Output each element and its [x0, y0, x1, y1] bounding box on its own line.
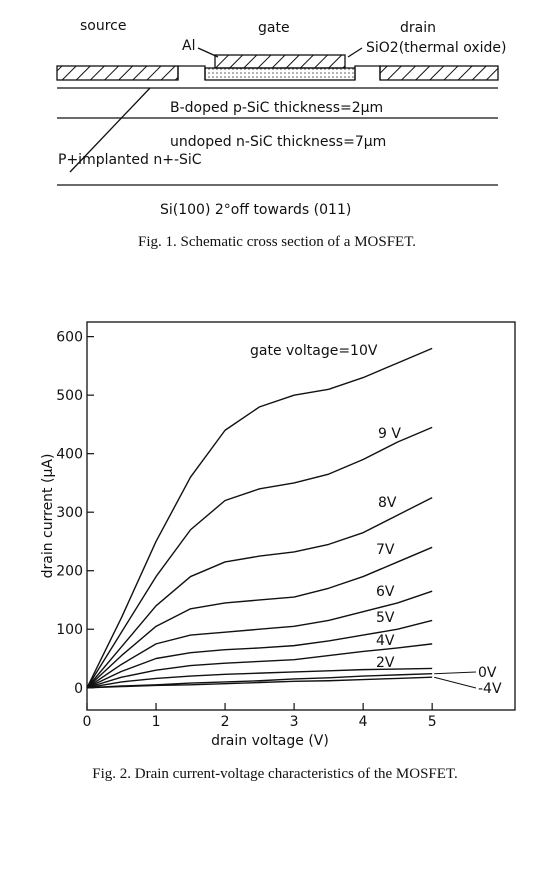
label-arrow — [434, 676, 477, 689]
y-axis-label: drain current (µA) — [40, 454, 56, 579]
y-tick-label: 300 — [56, 505, 83, 521]
curve — [86, 619, 433, 689]
plot-frame — [86, 321, 516, 711]
curve — [86, 667, 433, 689]
label: source — [80, 18, 127, 34]
series-label: -4V — [478, 681, 502, 697]
x-tick-label: 5 — [428, 714, 437, 730]
y-tick-label: 400 — [56, 447, 83, 463]
caption: Fig. 2. Drain current-voltage characteri… — [92, 766, 457, 782]
label: drain — [400, 20, 436, 36]
series-label: 2V — [376, 655, 395, 671]
label: SiO2(thermal oxide) — [366, 40, 506, 56]
label: P+implanted n+-SiC — [58, 152, 202, 168]
series-label: 9 V — [378, 426, 401, 442]
series-label: 7V — [376, 542, 395, 558]
x-tick-label: 1 — [152, 714, 161, 730]
x-tick-label: 4 — [359, 714, 368, 730]
curve — [86, 590, 433, 689]
y-tick-label: 0 — [74, 681, 83, 697]
curve — [86, 546, 433, 689]
label: gate — [258, 20, 290, 36]
label: Si(100) 2°off towards (011) — [160, 202, 351, 218]
y-tick-label: 600 — [56, 330, 83, 346]
cross-section — [56, 47, 499, 186]
x-tick-label: 2 — [221, 714, 230, 730]
label: undoped n-SiC thickness=7µm — [170, 134, 386, 150]
caption: Fig. 1. Schematic cross section of a MOS… — [138, 234, 416, 250]
y-tick-label: 500 — [56, 388, 83, 404]
curve — [86, 347, 433, 689]
series-label: 5V — [376, 610, 395, 626]
label: B-doped p-SiC thickness=2µm — [170, 100, 383, 116]
curve — [86, 426, 433, 689]
series-label: gate voltage=10V — [250, 343, 378, 359]
series-label: 4V — [376, 633, 395, 649]
y-tick-label: 200 — [56, 564, 83, 580]
series-label: 6V — [376, 584, 395, 600]
curve — [86, 496, 433, 689]
label: Al — [182, 38, 195, 54]
x-tick-label: 3 — [290, 714, 299, 730]
x-tick-label: 0 — [83, 714, 92, 730]
y-tick-label: 100 — [56, 622, 83, 638]
curve — [86, 643, 433, 689]
curve — [86, 676, 433, 689]
series-label: 8V — [378, 495, 397, 511]
series-label: 0V — [478, 665, 497, 681]
label-arrow — [434, 671, 477, 675]
x-axis-label: drain voltage (V) — [211, 733, 329, 749]
